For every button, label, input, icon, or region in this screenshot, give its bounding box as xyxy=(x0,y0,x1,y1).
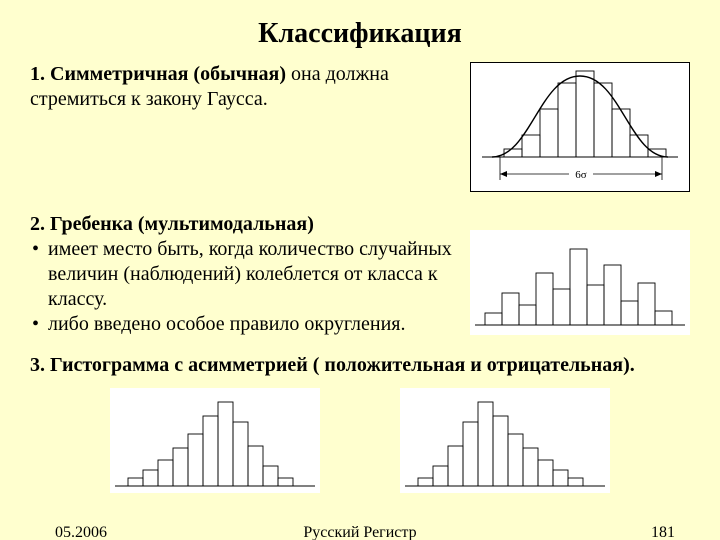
section-2: 2. Гребенка (мультимодальная) имеет мест… xyxy=(30,212,690,337)
s2-bullet-1: имеет место быть, когда количество случа… xyxy=(30,237,470,312)
s3-chart-right xyxy=(400,388,610,493)
s1-heading: 1. Симметричная (обычная) xyxy=(30,63,286,85)
footer-page: 181 xyxy=(651,524,675,540)
svg-text:6σ: 6σ xyxy=(575,169,587,181)
section-1: 1. Симметричная (обычная) она должна стр… xyxy=(30,62,690,192)
s3-row xyxy=(30,388,690,493)
section-2-text: 2. Гребенка (мультимодальная) имеет мест… xyxy=(30,212,470,337)
s3-chart-left xyxy=(110,388,320,493)
s2-chart xyxy=(470,230,690,335)
s2-heading: 2. Гребенка (мультимодальная) xyxy=(30,212,470,237)
slide-title: Классификация xyxy=(30,18,690,50)
s3-heading: 3. Гистограмма с асимметрией ( положител… xyxy=(30,353,690,378)
footer-center: Русский Регистр xyxy=(0,524,720,540)
s2-bullet-2: либо введено особое правило округления. xyxy=(30,312,470,337)
section-1-text: 1. Симметричная (обычная) она должна стр… xyxy=(30,62,470,112)
s1-chart: 6σ xyxy=(470,62,690,192)
